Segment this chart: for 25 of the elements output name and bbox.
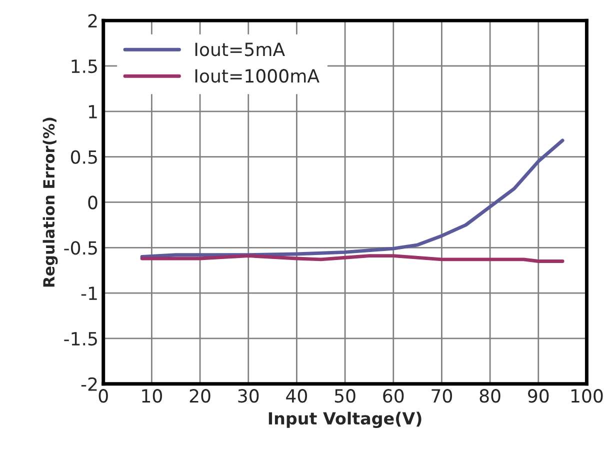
- y-tick-label: 1.5: [72, 60, 97, 74]
- y-tick-label: -1: [81, 286, 97, 300]
- x-tick-label: 10: [142, 389, 162, 403]
- y-tick-label: -1.5: [64, 332, 97, 346]
- y-axis-title: Regulation Error(%): [42, 118, 58, 287]
- x-tick-label: 30: [238, 389, 259, 403]
- x-axis-title: Input Voltage(V): [268, 412, 422, 428]
- legend-label: Iout=1000mA: [195, 69, 320, 83]
- y-tick-label: -0.5: [64, 241, 97, 255]
- x-tick-label: 50: [334, 389, 356, 403]
- y-tick-label: 2: [88, 14, 97, 28]
- y-tick-label: 0: [88, 196, 98, 210]
- x-tick-label: 40: [286, 389, 307, 403]
- x-tick-label: 100: [571, 389, 603, 403]
- x-tick-label: 20: [190, 389, 210, 403]
- y-tick-label: -2: [81, 377, 97, 391]
- x-tick-label: 0: [98, 389, 108, 403]
- line-series: [140, 138, 564, 258]
- x-tick-label: 70: [432, 389, 452, 403]
- y-tick-label: 0.5: [70, 150, 97, 164]
- x-tick-label: 60: [383, 389, 404, 403]
- legend-label: Iout=5mA: [195, 42, 285, 56]
- x-tick-label: 90: [528, 389, 549, 403]
- x-tick-label: 80: [480, 389, 500, 403]
- y-tick-label: 1: [88, 105, 97, 118]
